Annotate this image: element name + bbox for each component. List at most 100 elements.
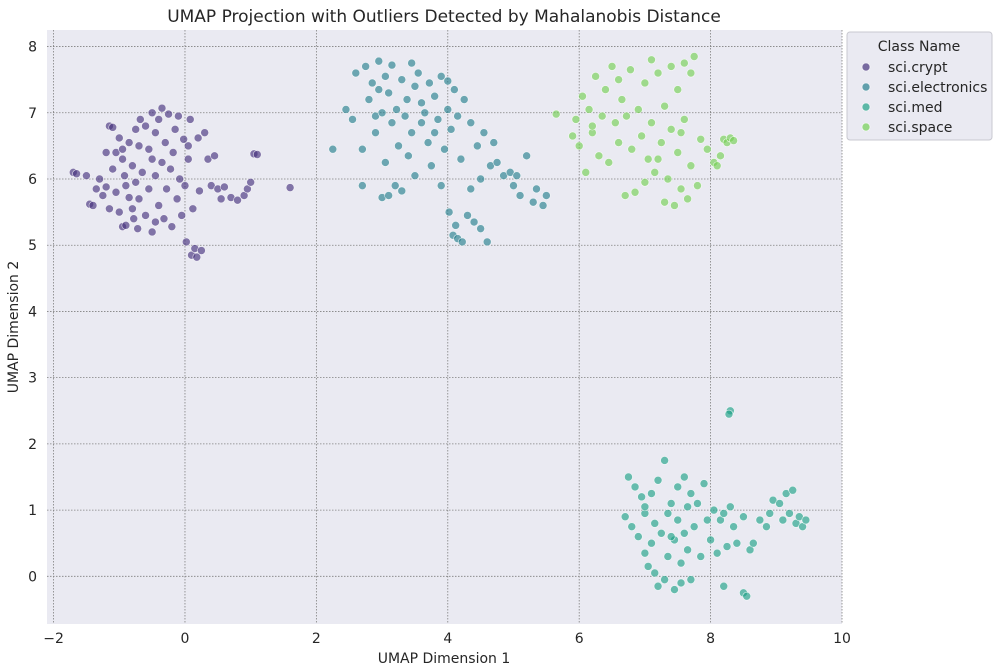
data-point	[111, 187, 121, 197]
data-point	[451, 221, 460, 230]
legend-marker	[861, 122, 871, 132]
data-point	[584, 105, 594, 114]
data-point	[469, 217, 479, 227]
x-tick-label: −2	[43, 631, 64, 647]
data-point	[144, 144, 154, 154]
data-point	[660, 197, 669, 207]
data-point	[220, 182, 229, 192]
data-point	[653, 68, 663, 78]
data-point	[765, 509, 775, 518]
legend-entry: sci.space	[861, 120, 952, 136]
data-point	[164, 109, 173, 119]
data-point	[348, 115, 357, 124]
data-point	[660, 456, 669, 465]
data-point	[663, 174, 673, 184]
data-point	[427, 161, 436, 171]
data-point	[147, 154, 157, 164]
data-point	[673, 85, 683, 94]
data-point	[351, 68, 361, 78]
data-point	[716, 151, 725, 161]
data-point	[670, 201, 679, 210]
legend-label: sci.crypt	[888, 60, 948, 76]
data-point	[105, 204, 114, 214]
x-tick-label: 4	[443, 631, 452, 647]
data-point	[407, 58, 416, 68]
data-point	[686, 161, 696, 171]
data-point	[188, 204, 198, 214]
data-point	[151, 128, 160, 137]
y-axis-label: UMAP Dimension 2	[6, 261, 22, 394]
data-point	[129, 214, 139, 224]
data-point	[137, 168, 147, 177]
data-point	[252, 150, 262, 159]
data-point	[177, 211, 186, 220]
data-point	[407, 128, 416, 137]
data-point	[512, 171, 522, 180]
data-point	[515, 191, 525, 200]
data-points	[68, 52, 811, 601]
data-point	[680, 528, 689, 538]
data-point	[420, 108, 430, 118]
data-point	[124, 138, 134, 147]
data-point	[141, 121, 150, 131]
data-point	[542, 191, 551, 200]
data-point	[417, 118, 426, 128]
data-point	[433, 115, 443, 124]
data-point	[670, 585, 679, 594]
data-point	[666, 532, 676, 541]
data-point	[680, 58, 689, 68]
plot-background	[47, 30, 842, 624]
data-point	[390, 181, 400, 190]
data-point	[607, 62, 617, 71]
data-point	[430, 91, 439, 101]
data-point	[696, 134, 706, 144]
x-tick-label: 2	[312, 631, 321, 647]
data-point	[98, 191, 108, 200]
data-point	[185, 115, 195, 124]
data-point	[450, 85, 459, 94]
data-point	[101, 182, 111, 192]
x-tick-label: 6	[575, 631, 584, 647]
data-point	[135, 115, 145, 124]
data-point	[436, 181, 446, 190]
data-point	[509, 181, 518, 190]
data-point	[666, 499, 676, 508]
data-point	[160, 138, 170, 147]
data-point	[647, 538, 656, 548]
data-point	[457, 237, 467, 247]
data-point	[657, 528, 666, 538]
data-point	[653, 154, 663, 164]
series-sci-electronics	[328, 56, 551, 247]
data-point	[594, 151, 604, 161]
data-point	[699, 479, 709, 488]
legend: Class Name sci.crypt sci.electronics sci.m…	[846, 31, 993, 141]
x-tick-label: 0	[181, 631, 190, 647]
data-point	[693, 499, 702, 508]
data-point	[755, 515, 765, 525]
data-point	[180, 181, 190, 190]
data-point	[640, 548, 650, 558]
data-point	[739, 512, 748, 522]
data-point	[788, 485, 798, 495]
data-point	[157, 158, 167, 167]
data-point	[192, 252, 202, 262]
data-point	[703, 515, 712, 525]
data-point	[466, 118, 476, 128]
data-point	[444, 207, 454, 217]
y-tick-label: 0	[28, 569, 37, 585]
data-point	[732, 538, 742, 548]
data-point	[246, 178, 255, 187]
x-axis-label: UMAP Dimension 1	[378, 651, 511, 667]
data-point	[762, 522, 771, 531]
data-point	[626, 65, 635, 75]
data-point	[689, 522, 699, 531]
data-point	[693, 181, 702, 190]
data-point	[653, 476, 663, 485]
data-point	[676, 558, 686, 568]
data-point	[657, 138, 666, 147]
data-point	[689, 52, 699, 61]
data-point	[410, 171, 420, 180]
data-point	[597, 111, 607, 121]
data-point	[168, 148, 178, 157]
data-point	[387, 60, 397, 70]
